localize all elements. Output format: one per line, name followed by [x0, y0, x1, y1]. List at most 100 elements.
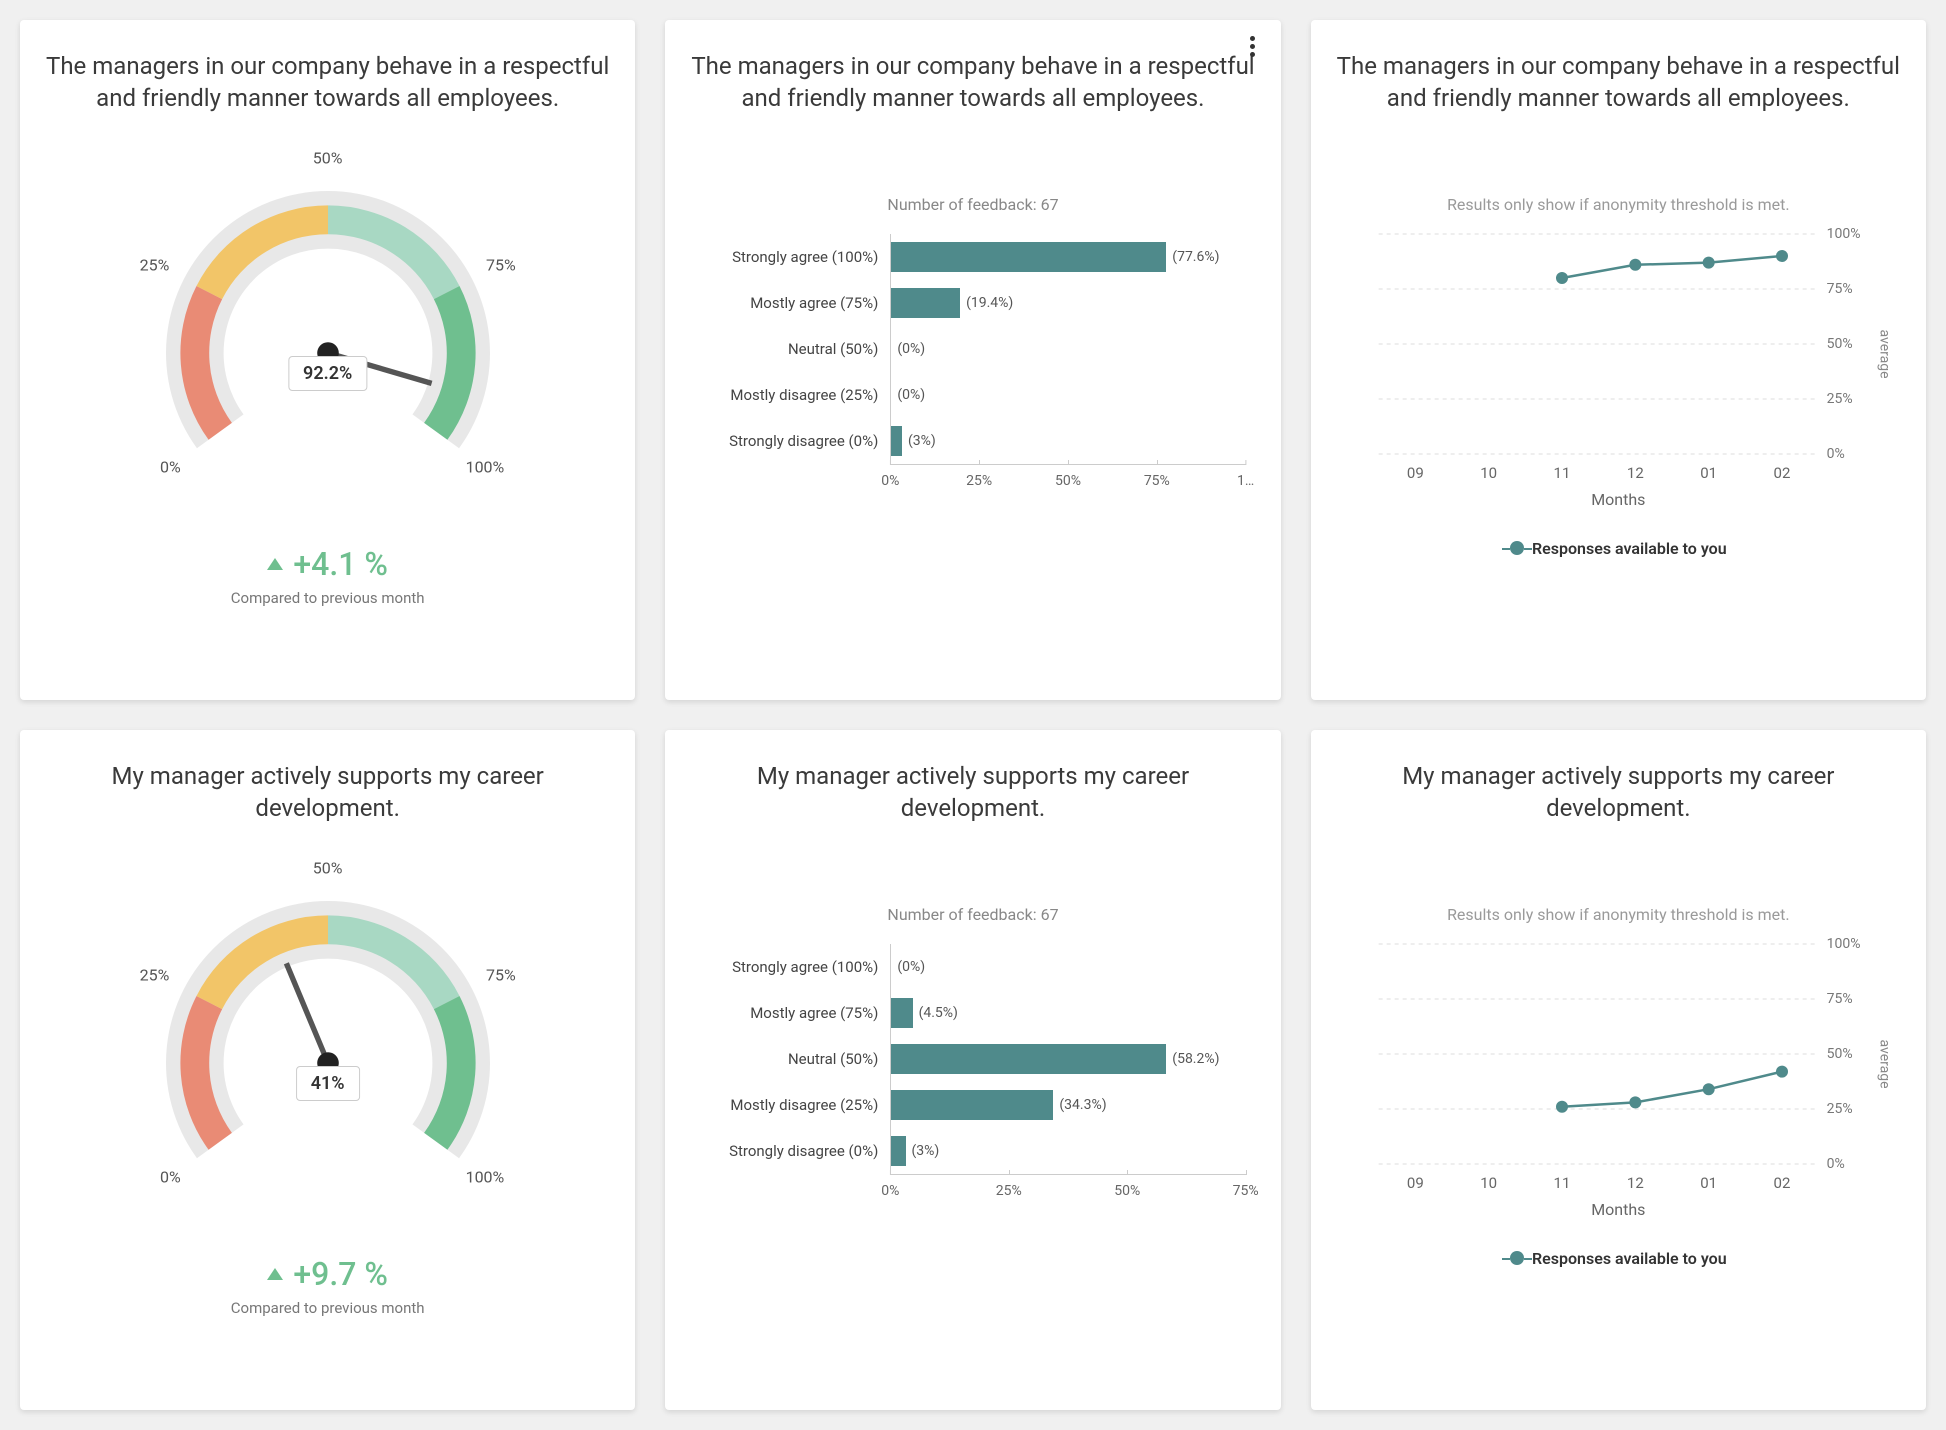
svg-text:100%: 100% [1826, 226, 1860, 242]
bar-x-axis: 0%25%50%75%1… [890, 464, 1245, 494]
gauge-tick-label: 25% [140, 965, 170, 984]
delta-value: +4.1 % [267, 545, 388, 583]
bar-row-label: Neutral (50%) [700, 1050, 890, 1068]
bar-row: Strongly agree (100%) (77.6%) [700, 234, 1245, 280]
card-title: My manager actively supports my career d… [45, 760, 610, 825]
line-chart: 0%25%50%75%100%091011120102average [1346, 224, 1891, 484]
svg-text:100%: 100% [1826, 936, 1860, 952]
gauge-chart: 0%25%50%75%100%92.2% [148, 155, 508, 515]
anonymity-note: Results only show if anonymity threshold… [1336, 195, 1901, 214]
bar-pct-label: (77.6%) [1172, 249, 1219, 265]
svg-text:12: 12 [1627, 464, 1644, 482]
svg-text:02: 02 [1773, 1174, 1790, 1192]
gauge-tick-label: 75% [486, 965, 516, 984]
svg-text:09: 09 [1407, 1174, 1424, 1192]
line-y-axis-label: average [1876, 329, 1892, 378]
svg-text:12: 12 [1627, 1174, 1644, 1192]
svg-text:25%: 25% [1826, 1101, 1852, 1117]
bar-row: Mostly disagree (25%) (0%) [700, 372, 1245, 418]
bar-row: Neutral (50%) (58.2%) [700, 1036, 1245, 1082]
svg-text:75%: 75% [1826, 281, 1852, 297]
gauge-tick-label: 100% [466, 458, 505, 477]
bar-x-tick: 0% [881, 465, 899, 489]
bar-fill [891, 1136, 905, 1166]
svg-text:0%: 0% [1826, 1156, 1844, 1172]
dashboard-card: My manager actively supports my career d… [20, 730, 635, 1410]
gauge-chart: 0%25%50%75%100%41% [148, 865, 508, 1225]
bar-pct-label: (3%) [912, 1143, 940, 1159]
bar-row-label: Mostly agree (75%) [700, 294, 890, 312]
dashboard-card: My manager actively supports my career d… [665, 730, 1280, 1410]
line-x-axis-title: Months [1336, 1200, 1901, 1219]
svg-text:25%: 25% [1826, 391, 1852, 407]
bar-fill [891, 1044, 1166, 1074]
delta-caption: Compared to previous month [45, 1299, 610, 1317]
bar-fill [891, 242, 1166, 272]
bar-row-label: Mostly disagree (25%) [700, 386, 890, 404]
bar-row: Strongly disagree (0%)(3%) [700, 1128, 1245, 1174]
svg-text:01: 01 [1700, 1174, 1717, 1192]
bar-row-label: Strongly agree (100%) [700, 248, 890, 266]
line-legend: Responses available to you [1336, 539, 1901, 558]
bar-row-label: Neutral (50%) [700, 340, 890, 358]
bar-row: Mostly agree (75%) (19.4%) [700, 280, 1245, 326]
gauge-value: 92.2% [288, 356, 367, 391]
bar-row: Neutral (50%) (0%) [700, 326, 1245, 372]
card-title: The managers in our company behave in a … [45, 50, 610, 115]
card-title: My manager actively supports my career d… [690, 760, 1255, 825]
bar-x-tick: 75% [1233, 1175, 1259, 1199]
card-title: My manager actively supports my career d… [1336, 760, 1901, 825]
svg-text:75%: 75% [1826, 991, 1852, 1007]
bar-chart: Strongly agree (100%) (77.6%) Mostly agree… [700, 234, 1245, 494]
card-title: The managers in our company behave in a … [1336, 50, 1901, 115]
bar-x-tick: 75% [1144, 465, 1170, 489]
dashboard-card: The managers in our company behave in a … [665, 20, 1280, 700]
bar-chart: Strongly agree (100%) (0%) Mostly agree (7… [700, 944, 1245, 1204]
bar-pct-label: (0%) [897, 387, 925, 403]
line-legend: Responses available to you [1336, 1249, 1901, 1268]
feedback-count: Number of feedback: 67 [690, 195, 1255, 214]
gauge-value: 41% [296, 1066, 360, 1101]
bar-row: Mostly agree (75%) (4.5%) [700, 990, 1245, 1036]
legend-swatch-icon [1510, 541, 1524, 555]
card-more-icon[interactable] [1241, 34, 1265, 58]
bar-x-tick: 25% [996, 1175, 1022, 1199]
delta-up-icon [267, 1268, 283, 1280]
bar-x-tick: 50% [1055, 465, 1081, 489]
bar-row: Strongly disagree (0%) (3%) [700, 418, 1245, 464]
legend-swatch-icon [1510, 1251, 1524, 1265]
bar-x-tick: 0% [881, 1175, 899, 1199]
bar-x-tick: 1… [1237, 465, 1254, 489]
bar-x-axis: 0%25%50%75% [890, 1174, 1245, 1204]
bar-fill [891, 998, 912, 1028]
gauge-tick-label: 50% [313, 149, 343, 168]
dashboard-card: My manager actively supports my career d… [1311, 730, 1926, 1410]
gauge-tick-label: 25% [140, 255, 170, 274]
gauge-tick-label: 75% [486, 255, 516, 274]
svg-text:0%: 0% [1826, 446, 1844, 462]
svg-text:50%: 50% [1826, 336, 1852, 352]
bar-row-label: Strongly disagree (0%) [700, 432, 890, 450]
bar-row: Mostly disagree (25%)(34.3%) [700, 1082, 1245, 1128]
bar-pct-label: (58.2%) [1172, 1051, 1219, 1067]
gauge-tick-label: 0% [160, 458, 181, 477]
svg-text:09: 09 [1407, 464, 1424, 482]
bar-x-tick: 25% [966, 465, 992, 489]
bar-fill [891, 426, 902, 456]
bar-pct-label: (19.4%) [966, 295, 1013, 311]
bar-x-tick: 50% [1114, 1175, 1140, 1199]
legend-label: Responses available to you [1532, 539, 1727, 558]
bar-pct-label: (3%) [908, 433, 936, 449]
bar-pct-label: (0%) [897, 959, 925, 975]
svg-text:11: 11 [1553, 464, 1570, 482]
dashboard-card: The managers in our company behave in a … [1311, 20, 1926, 700]
bar-row-label: Mostly agree (75%) [700, 1004, 890, 1022]
delta-up-icon [267, 558, 283, 570]
bar-pct-label: (0%) [897, 341, 925, 357]
line-chart: 0%25%50%75%100%091011120102average [1346, 934, 1891, 1194]
bar-pct-label: (4.5%) [919, 1005, 958, 1021]
gauge-tick-label: 50% [313, 859, 343, 878]
svg-text:02: 02 [1773, 464, 1790, 482]
gauge-tick-label: 0% [160, 1168, 181, 1187]
bar-row-label: Strongly agree (100%) [700, 958, 890, 976]
